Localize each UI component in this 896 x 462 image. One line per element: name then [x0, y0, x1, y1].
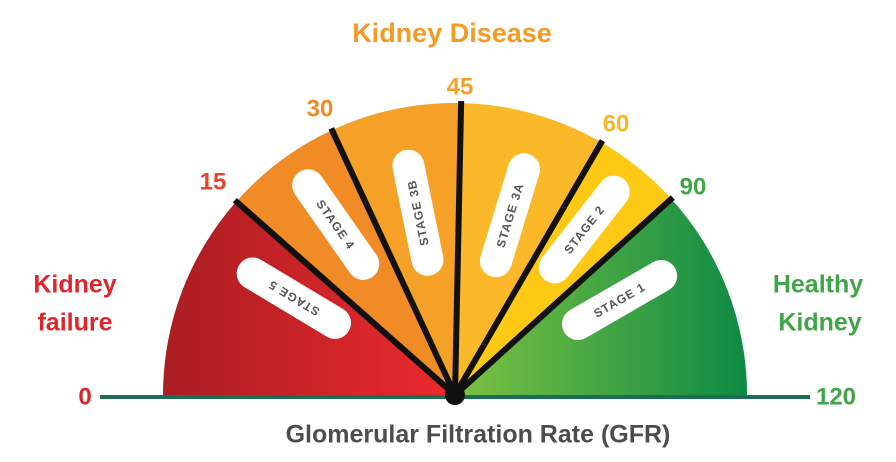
- divider: [452, 195, 675, 398]
- axis-title: Glomerular Filtration Rate (GFR): [286, 421, 671, 449]
- scale-label: 120: [816, 383, 856, 410]
- divider: [232, 197, 457, 398]
- right-label: Kidney: [778, 309, 861, 337]
- pill: [236, 257, 351, 339]
- gauge-dividers: [232, 101, 675, 398]
- wedge: [332, 103, 462, 396]
- scale-label: 15: [200, 168, 227, 195]
- pill: [538, 175, 630, 284]
- left-label: Kidney: [33, 271, 116, 299]
- pill: [292, 169, 380, 280]
- pill: [392, 149, 444, 276]
- title: Kidney Disease: [352, 18, 552, 48]
- scale-label: 45: [447, 73, 474, 100]
- left-label: failure: [37, 309, 112, 337]
- scale-label: 60: [603, 110, 630, 137]
- divider: [452, 101, 465, 396]
- hub: [445, 385, 465, 405]
- scale-labels: 0 15 30 45 60 90 120: [78, 73, 856, 410]
- wedge: [455, 103, 602, 396]
- divider: [452, 139, 606, 397]
- pill: [561, 260, 678, 340]
- scale-label: 0: [78, 383, 91, 410]
- divider: [328, 127, 458, 397]
- scale-label: 90: [680, 173, 707, 200]
- stage-pill: STAGE 3B: [392, 149, 444, 276]
- scale-label: 30: [307, 95, 334, 122]
- right-label: Healthy: [773, 271, 863, 299]
- pill: [479, 153, 540, 278]
